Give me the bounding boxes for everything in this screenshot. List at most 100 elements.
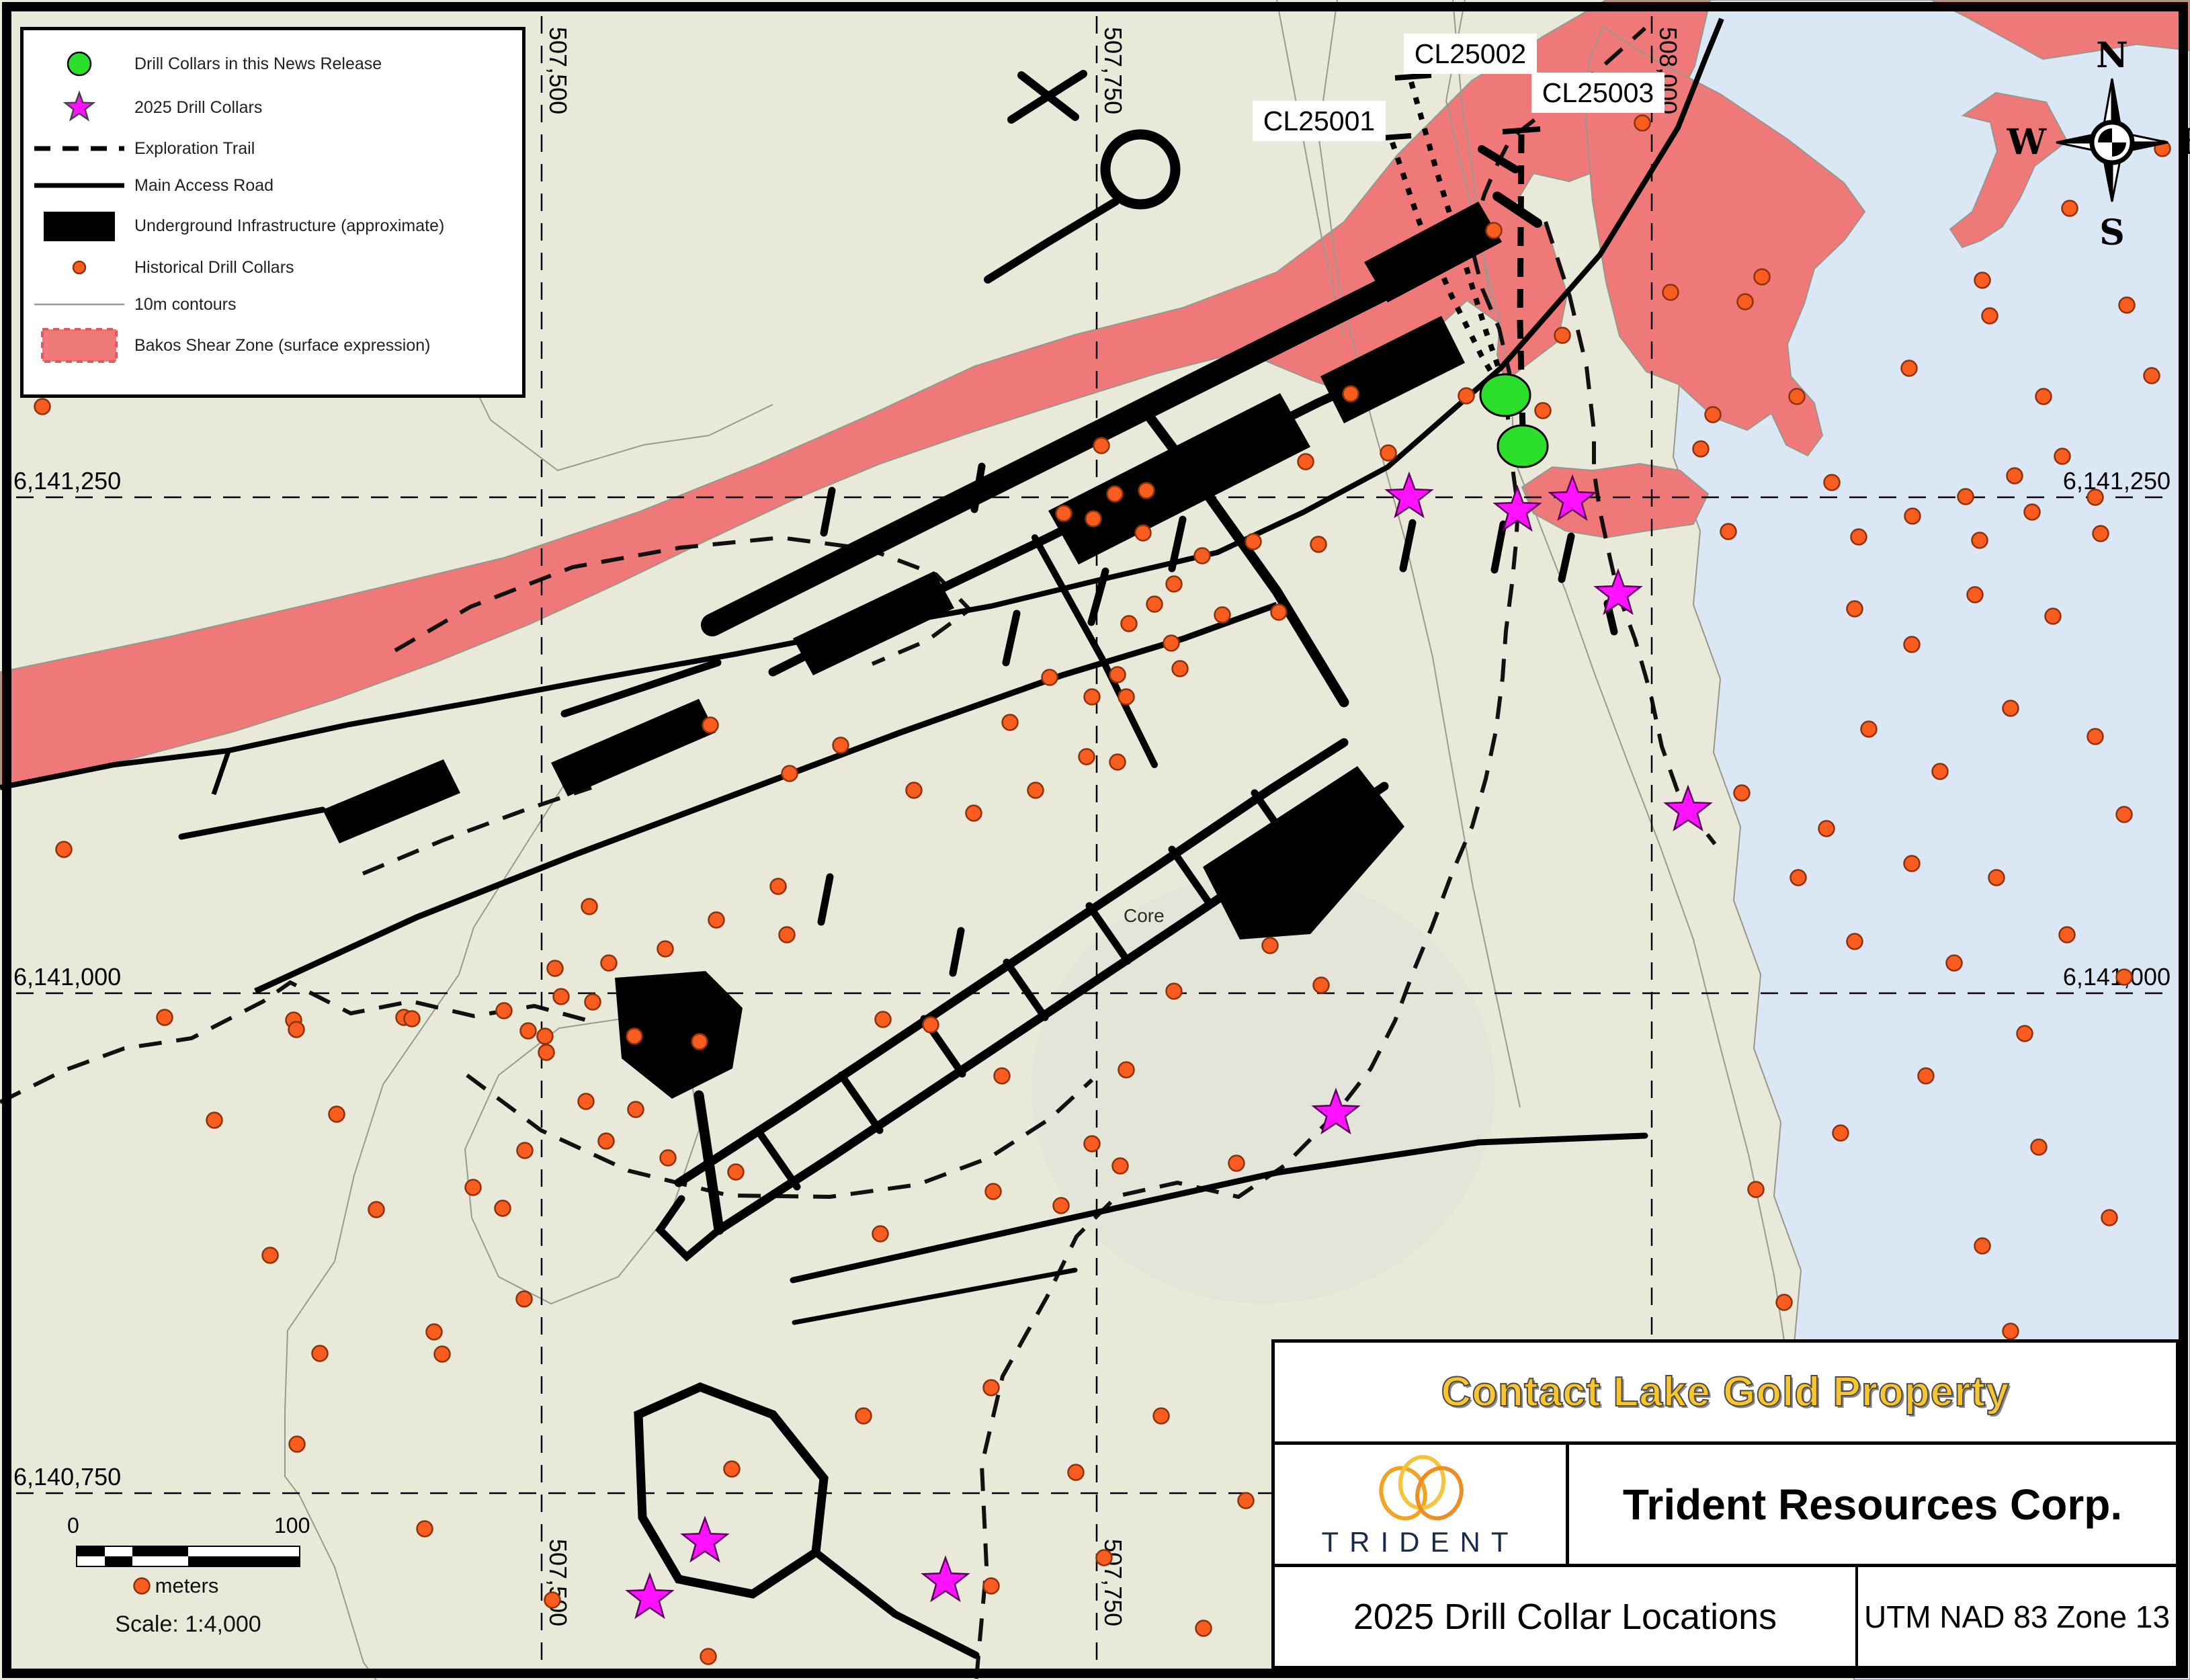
historical-collar-dot <box>1945 954 1963 972</box>
historical-collar-dot <box>536 1027 554 1045</box>
legend-item-label: Exploration Trail <box>134 138 255 158</box>
historical-collar-dot <box>1823 474 1841 491</box>
historical-collar-dot <box>2118 296 2136 314</box>
historical-collar-dot <box>1903 636 1921 653</box>
historical-collar-dot <box>600 954 618 972</box>
historical-collar-dot <box>552 988 570 1005</box>
historical-collar-dot <box>1904 507 1921 525</box>
drill-label-text: CL25003 <box>1542 77 1654 108</box>
scale-ratio-label: Scale: 1:4,000 <box>115 1611 261 1637</box>
map-subtitle: 2025 Drill Collar Locations <box>1275 1567 1858 1666</box>
grid-layer: 507,500507,500507,750507,750508,0006,141… <box>13 16 2173 1664</box>
historical-collar-dot <box>2016 1025 2033 1042</box>
northing-label-right: 6,141,250 <box>2063 467 2171 495</box>
collar-2025-star <box>1593 568 1643 616</box>
compass-south-label: S <box>2099 212 2125 253</box>
historical-collar-dot <box>1850 528 1867 546</box>
legend-item: Bakos Shear Zone (surface expression) <box>24 322 522 369</box>
collar-2025-star <box>680 1515 730 1563</box>
news-release-collar <box>1479 373 1531 417</box>
northing-label-left: 6,141,250 <box>13 467 121 495</box>
historical-collar-dot <box>993 1067 1011 1085</box>
historical-collar-dot <box>1966 586 1984 603</box>
historical-collar-dot <box>1245 533 1262 550</box>
historical-collar-dot <box>1846 600 1863 618</box>
historical-collar-dot <box>832 737 849 754</box>
magenta-star-icon <box>24 87 134 128</box>
easting-label-bottom: 507,500 <box>544 1539 572 1626</box>
historical-collar-dot <box>1083 688 1101 706</box>
legend-item: Underground Infrastructure (approximate) <box>24 204 522 248</box>
historical-collar-dot <box>1270 603 1288 621</box>
historical-collar-dot <box>2035 388 2052 405</box>
historical-collar-dot <box>1981 307 1998 325</box>
historical-collar-dot <box>965 804 982 822</box>
historical-collar-dot <box>1165 575 1183 593</box>
historical-collar-dot <box>1171 660 1189 677</box>
historical-collar-dot <box>464 1179 482 1196</box>
historical-collar-dot <box>626 1027 643 1045</box>
legend-item: Historical Drill Collars <box>24 248 522 287</box>
historical-collar-dot <box>723 1460 741 1478</box>
contour-line-icon <box>24 299 134 310</box>
company-name: Trident Resources Corp. <box>1622 1480 2123 1529</box>
legend-item-label: 10m contours <box>134 294 237 314</box>
historical-collar-dot <box>1109 753 1126 771</box>
historical-collar-dot <box>494 1200 511 1217</box>
drill-label-box <box>1531 73 1665 113</box>
historical-collar-dot <box>905 782 923 799</box>
historical-collar-dot <box>700 1648 717 1665</box>
historical-collar-dot <box>1788 388 1806 405</box>
historical-collar-dot <box>1083 1135 1101 1152</box>
collar-2025-star <box>1663 784 1713 832</box>
legend-item-label: Drill Collars in this News Release <box>134 54 382 73</box>
legend-item-label: Bakos Shear Zone (surface expression) <box>134 335 431 355</box>
historical-collar-dot <box>659 1149 677 1167</box>
historical-collar-dot <box>2092 525 2109 542</box>
historical-collar-dot <box>1152 1407 1170 1425</box>
company-logo: TRIDENT <box>1275 1445 1569 1564</box>
historical-collar-dot <box>311 1345 329 1362</box>
historical-collar-dot <box>1041 669 1058 686</box>
historical-collar-dot <box>1237 1492 1255 1509</box>
underground-infrastructure <box>178 70 1648 1659</box>
historical-collar-dot <box>781 765 798 782</box>
historical-collar-dot <box>1146 595 1163 613</box>
shear-swatch-icon <box>24 325 134 366</box>
historical-collar-dot <box>1380 444 1397 462</box>
historical-collar-dot <box>1118 1061 1135 1079</box>
historical-collar-dot <box>2087 489 2104 506</box>
compass-rose-icon: N S W E <box>2007 35 2190 253</box>
drill-hole-labels-layer: CL25001 CL25002 CL25003 <box>1253 34 1665 141</box>
historical-collar-dot <box>516 1142 534 1159</box>
historical-collar-dot <box>778 926 796 943</box>
legend-item-label: Underground Infrastructure (approximate) <box>134 216 445 235</box>
historical-collar-dot <box>1485 222 1503 239</box>
collar-2025-star <box>1548 474 1597 521</box>
historical-collar-dot <box>1261 937 1279 954</box>
collar-2025-star <box>1311 1087 1361 1135</box>
legend-item: 10m contours <box>24 287 522 322</box>
historical-collar-dot <box>1903 855 1921 872</box>
orange-dot-icon <box>24 257 134 278</box>
historical-collar-dot <box>1310 536 1327 553</box>
black-rect-icon <box>24 207 134 245</box>
historical-collar-dot <box>1297 453 1314 470</box>
historical-collars-layer <box>34 114 2171 1665</box>
historical-collar-dot <box>433 1345 451 1363</box>
historical-collar-dot <box>982 1577 1000 1595</box>
projection-label: UTM NAD 83 Zone 13 <box>1863 1599 2171 1634</box>
historical-collar-dot <box>1931 763 1949 780</box>
historical-collar-dot <box>2115 806 2133 823</box>
historical-collar-dot <box>1214 606 1231 624</box>
historical-collar-dot <box>627 1101 644 1118</box>
easting-label-top: 507,500 <box>544 27 572 114</box>
historical-collar-dot <box>1775 1294 1793 1311</box>
historical-collar-dot <box>1832 1124 1849 1142</box>
historical-collar-dot <box>519 1022 537 1040</box>
historical-collar-dot <box>2006 467 2023 485</box>
historical-collar-dot <box>1067 1464 1085 1481</box>
historical-collar-dot <box>984 1183 1002 1200</box>
